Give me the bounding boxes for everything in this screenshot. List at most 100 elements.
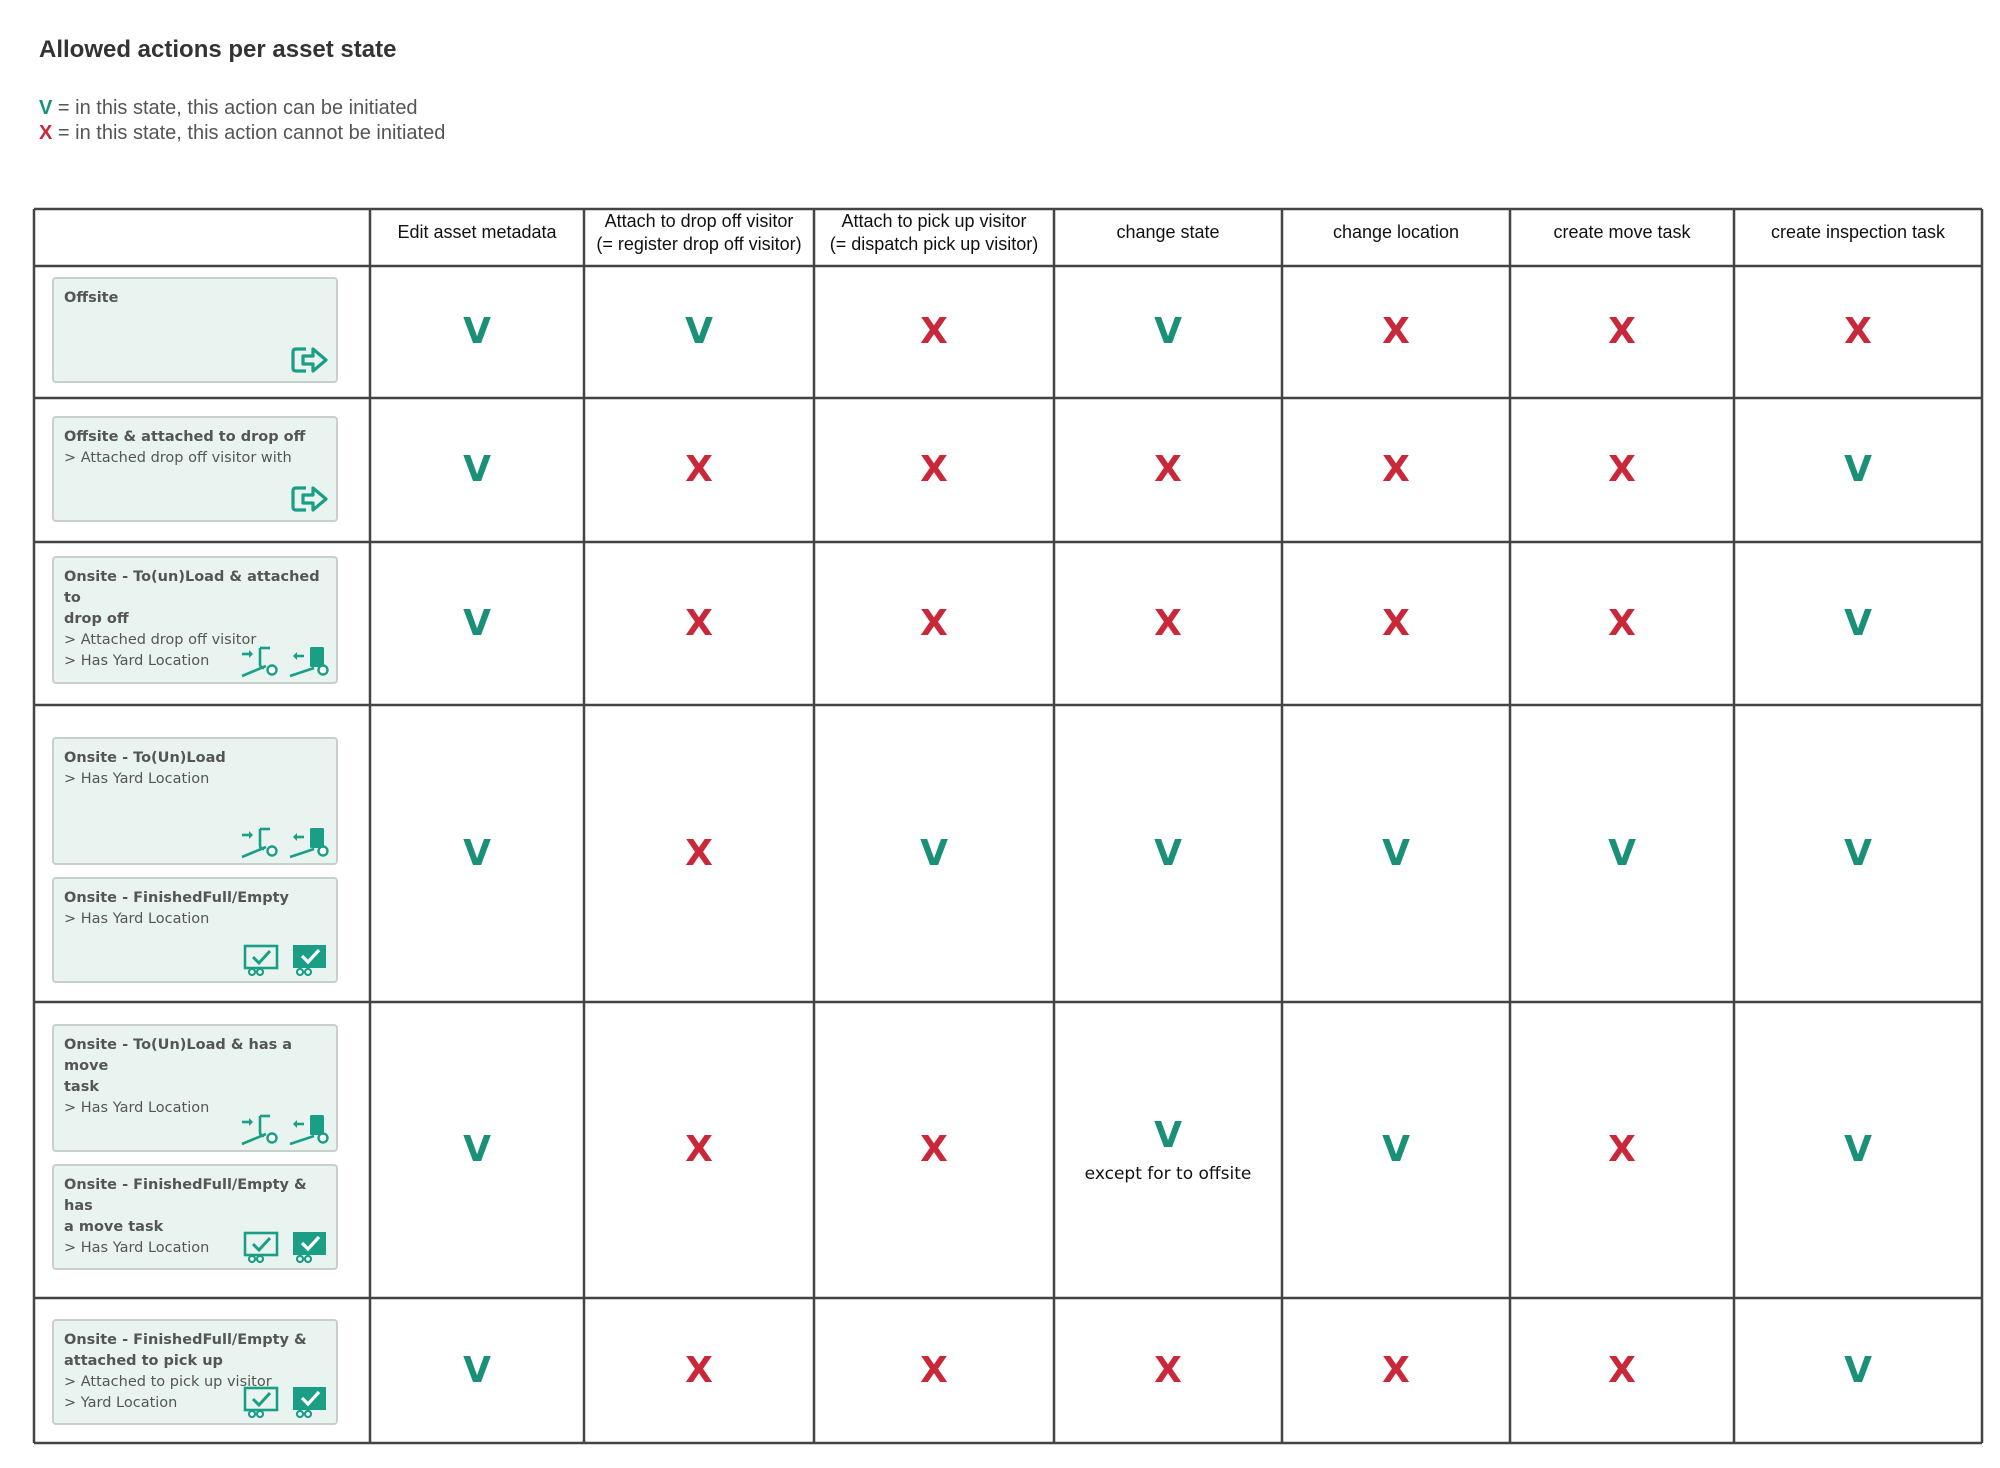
- state-card-title: task: [64, 1079, 99, 1095]
- allowed-mark: V: [1382, 832, 1410, 874]
- state-card-icons: [240, 827, 330, 859]
- state-card: Offsite & attached to drop off > Attached…: [52, 416, 338, 522]
- column-header: change state: [1054, 211, 1282, 254]
- state-card-icons: [240, 1114, 330, 1146]
- legend-v-symbol: V: [39, 97, 53, 119]
- allowed-mark: V: [1608, 832, 1636, 874]
- page-title: Allowed actions per asset state: [39, 36, 397, 63]
- allowed-mark: V: [1844, 1349, 1872, 1391]
- allowed-mark: V: [685, 311, 713, 352]
- state-card: Onsite - To(un)Load & attached to drop of…: [52, 556, 338, 684]
- state-card-icons: [242, 1385, 330, 1419]
- state-card-detail: > Attached to pick up visitor: [64, 1374, 272, 1390]
- allowed-mark: V: [1844, 602, 1872, 644]
- legend-x-text: = in this state, this action cannot be i…: [52, 122, 446, 144]
- state-card-title: Onsite - To(Un)Load & has a move: [64, 1037, 293, 1074]
- trailer-check-filled-icon: [290, 943, 330, 977]
- column-header-line: Attach to drop off visitor: [604, 210, 794, 231]
- load-ramp-icon: [240, 646, 280, 678]
- trailer-check-outline-icon: [242, 943, 282, 977]
- denied-mark: X: [920, 602, 948, 644]
- legend-denied: X = in this state, this action cannot be…: [39, 122, 445, 145]
- column-header: Attach to pick up visitor (= dispatch pic…: [814, 211, 1054, 254]
- denied-mark: X: [1608, 449, 1636, 490]
- cell-note: except for to offsite: [1084, 1164, 1252, 1184]
- allowed-mark: V: [1154, 832, 1182, 874]
- state-card-icons: [242, 1230, 330, 1264]
- allowed-mark: V: [463, 1129, 491, 1170]
- column-header-line: create inspection task: [1770, 222, 1946, 242]
- unload-truck-icon: [288, 827, 330, 859]
- column-header-line: (= dispatch pick up visitor): [829, 233, 1039, 254]
- state-card: Onsite - To(Un)Load & has a move task > Ha…: [52, 1024, 338, 1152]
- allowed-mark: V: [1382, 1129, 1410, 1170]
- legend-v-text: = in this state, this action can be init…: [52, 97, 418, 119]
- column-header: create inspection task: [1734, 211, 1982, 254]
- column-header: create move task: [1510, 211, 1734, 254]
- column-header-line: Attach to pick up visitor: [841, 210, 1027, 231]
- allowed-mark: V: [463, 1349, 491, 1391]
- denied-mark: X: [685, 449, 713, 490]
- state-card-icons: [290, 343, 330, 377]
- denied-mark: X: [1608, 1129, 1636, 1170]
- allowed-mark: V: [463, 311, 491, 352]
- state-card-title: Offsite: [64, 290, 119, 306]
- allowed-mark: V: [463, 832, 491, 874]
- trailer-check-outline-icon: [242, 1385, 282, 1419]
- load-ramp-icon: [240, 1114, 280, 1146]
- state-card-title: Onsite - FinishedFull/Empty: [64, 890, 289, 906]
- column-header-line: create move task: [1553, 222, 1691, 242]
- denied-mark: X: [920, 1349, 948, 1391]
- state-card-icons: [290, 482, 330, 516]
- allowed-mark: V: [1844, 1129, 1872, 1170]
- state-card-detail: > Attached drop off visitor: [64, 632, 257, 648]
- state-card-detail: > Yard Location: [64, 1395, 178, 1411]
- denied-mark: X: [685, 1349, 713, 1391]
- allowed-mark: V: [463, 449, 491, 490]
- allowed-mark: V: [920, 832, 948, 874]
- state-card-detail: > Attached drop off visitor with: [64, 450, 292, 466]
- unload-truck-icon: [288, 1114, 330, 1146]
- column-header-line: Edit asset metadata: [397, 222, 557, 242]
- denied-mark: X: [1608, 1349, 1636, 1391]
- legend-x-symbol: X: [39, 122, 53, 144]
- state-card-title: Onsite - To(un)Load & attached to: [64, 569, 320, 606]
- denied-mark: X: [1382, 1349, 1410, 1391]
- state-card-title: Onsite - FinishedFull/Empty & has: [64, 1177, 307, 1214]
- denied-mark: X: [685, 832, 713, 874]
- state-card: Onsite - FinishedFull/Empty & attached to…: [52, 1319, 338, 1425]
- allowed-mark: V: [1154, 1115, 1182, 1156]
- state-card-title: a move task: [64, 1219, 164, 1235]
- state-card: Offsite: [52, 277, 338, 383]
- denied-mark: X: [1608, 311, 1636, 352]
- legend-allowed: V = in this state, this action can be in…: [39, 97, 418, 120]
- trailer-check-filled-icon: [290, 1385, 330, 1419]
- exit-arrow-icon: [290, 343, 330, 377]
- denied-mark: X: [920, 1129, 948, 1170]
- state-card: Onsite - FinishedFull/Empty & has a move …: [52, 1164, 338, 1270]
- trailer-check-outline-icon: [242, 1230, 282, 1264]
- state-card-title: Offsite & attached to drop off: [64, 429, 306, 445]
- state-card: Onsite - FinishedFull/Empty > Has Yard Lo…: [52, 877, 338, 983]
- state-card-detail: > Has Yard Location: [64, 1240, 210, 1256]
- column-header: Edit asset metadata: [370, 211, 584, 254]
- state-card-detail: > Has Yard Location: [64, 653, 210, 669]
- denied-mark: X: [1382, 311, 1410, 352]
- denied-mark: X: [1154, 602, 1182, 644]
- denied-mark: X: [1382, 602, 1410, 644]
- state-card-detail: > Has Yard Location: [64, 911, 210, 927]
- state-card-detail: > Has Yard Location: [64, 1100, 210, 1116]
- denied-mark: X: [685, 602, 713, 644]
- state-card-icons: [240, 646, 330, 678]
- state-card-detail: > Has Yard Location: [64, 771, 210, 787]
- allowed-mark: V: [1844, 832, 1872, 874]
- load-ramp-icon: [240, 827, 280, 859]
- allowed-mark: V: [1154, 311, 1182, 352]
- state-card-title: drop off: [64, 611, 129, 627]
- trailer-check-filled-icon: [290, 1230, 330, 1264]
- column-header: Attach to drop off visitor (= register dr…: [584, 211, 814, 254]
- denied-mark: X: [1608, 602, 1636, 644]
- state-card-icons: [242, 943, 330, 977]
- state-card-title: Onsite - FinishedFull/Empty &: [64, 1332, 307, 1348]
- allowed-mark: V: [463, 602, 491, 644]
